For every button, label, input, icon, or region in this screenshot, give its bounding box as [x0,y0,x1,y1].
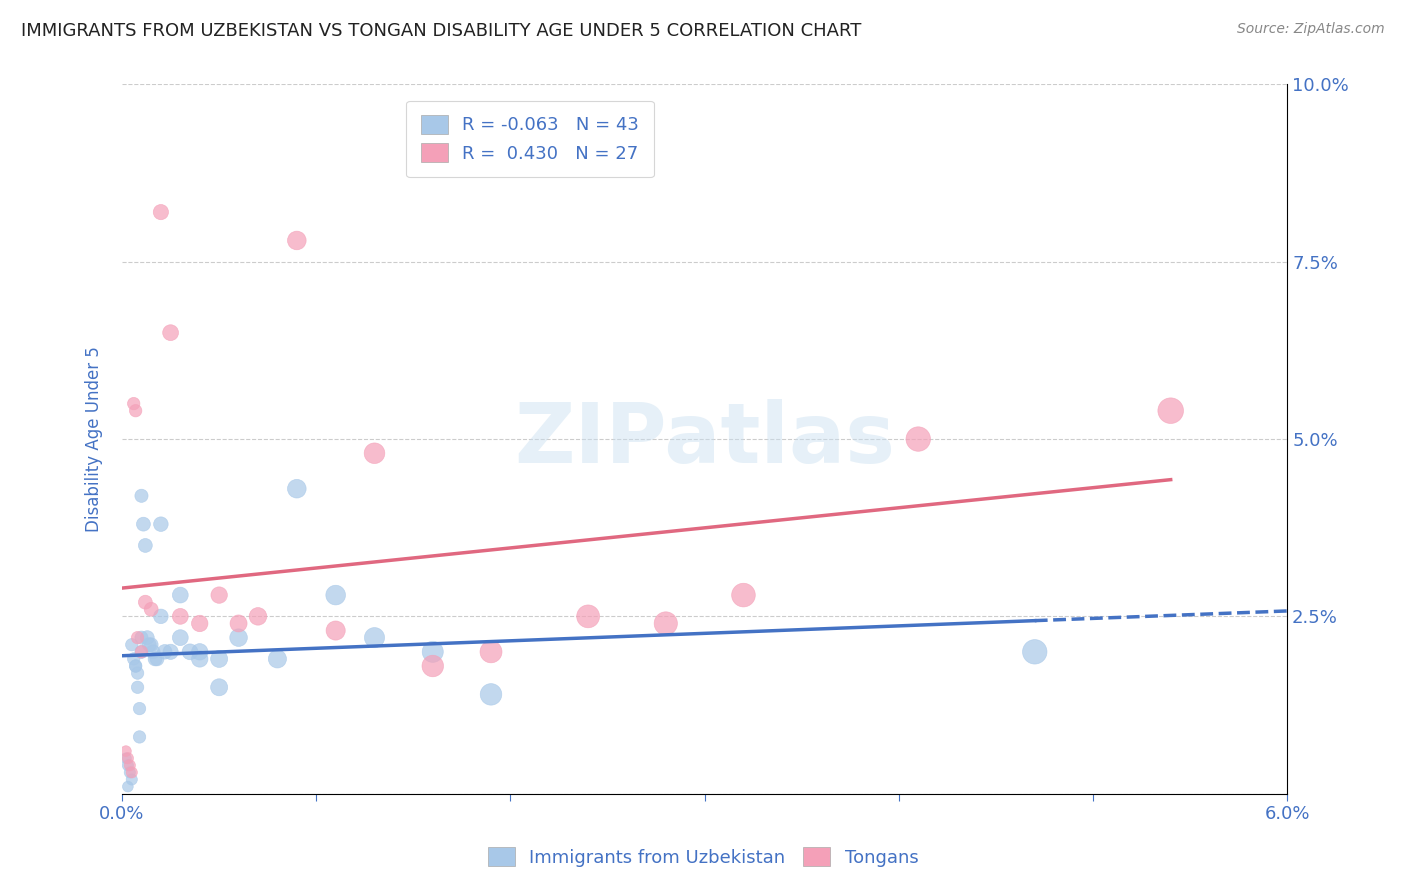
Point [131,645,153,659]
Point [266,652,288,666]
Point [325,624,347,638]
Point [136,631,159,645]
Text: ZIPatlas: ZIPatlas [515,399,896,480]
Point [285,482,308,496]
Point [169,631,191,645]
Point [169,588,191,602]
Point [1024,645,1046,659]
Point [159,645,181,659]
Point [208,588,231,602]
Point [208,652,231,666]
Point [228,616,250,631]
Point [131,631,153,645]
Point [363,631,385,645]
Point [146,652,169,666]
Point [422,645,444,659]
Point [121,765,143,780]
Point [188,616,211,631]
Point [141,638,163,652]
Point [128,730,150,744]
Point [907,432,929,446]
Point [127,631,149,645]
Point [733,588,755,602]
Point [246,609,269,624]
Point [285,234,308,248]
Point [179,645,201,659]
Point [576,609,599,624]
Point [127,666,149,681]
Point [132,517,155,532]
Point [117,780,139,794]
Point [1160,403,1182,417]
Point [208,681,231,695]
Point [122,396,145,410]
Point [128,701,150,715]
Point [131,645,153,659]
Y-axis label: Disability Age Under 5: Disability Age Under 5 [86,346,103,532]
Legend: R = -0.063   N = 43, R =  0.430   N = 27: R = -0.063 N = 43, R = 0.430 N = 27 [406,101,654,178]
Point [149,609,172,624]
Point [325,588,347,602]
Point [118,758,141,772]
Point [115,751,138,765]
Point [363,446,385,460]
Point [134,595,156,609]
Point [479,687,502,701]
Point [134,538,156,552]
Point [422,659,444,673]
Point [188,652,211,666]
Point [127,681,149,695]
Point [142,645,165,659]
Point [188,645,211,659]
Point [149,205,172,219]
Point [117,758,139,772]
Point [124,403,146,417]
Point [124,659,146,673]
Point [479,645,502,659]
Point [143,652,166,666]
Point [131,489,153,503]
Point [118,765,141,780]
Point [138,638,160,652]
Point [153,645,176,659]
Text: Source: ZipAtlas.com: Source: ZipAtlas.com [1237,22,1385,37]
Point [124,659,146,673]
Point [121,638,143,652]
Point [122,652,145,666]
Point [115,744,138,758]
Text: IMMIGRANTS FROM UZBEKISTAN VS TONGAN DISABILITY AGE UNDER 5 CORRELATION CHART: IMMIGRANTS FROM UZBEKISTAN VS TONGAN DIS… [21,22,862,40]
Point [169,609,191,624]
Point [117,751,139,765]
Point [228,631,250,645]
Point [159,326,181,340]
Point [141,602,163,616]
Legend: Immigrants from Uzbekistan, Tongans: Immigrants from Uzbekistan, Tongans [481,840,925,874]
Point [149,517,172,532]
Point [121,772,143,787]
Point [655,616,678,631]
